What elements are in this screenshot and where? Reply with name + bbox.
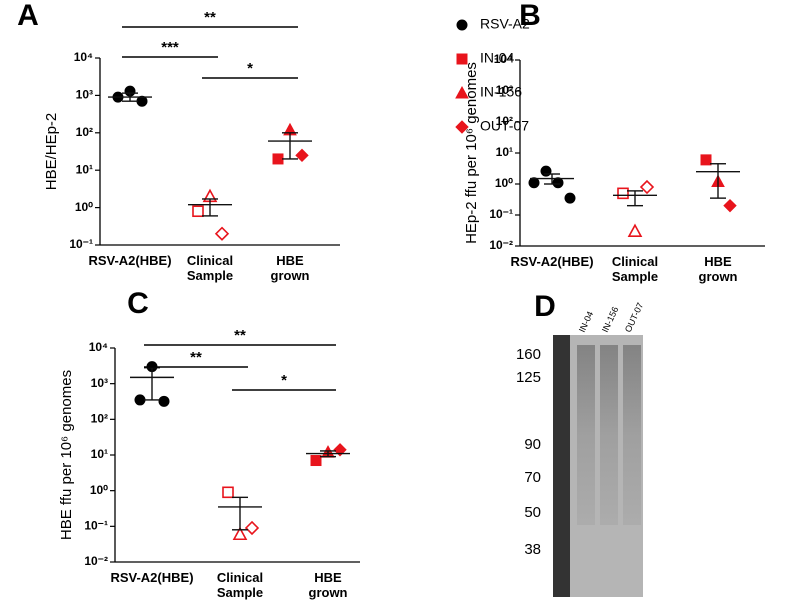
point — [455, 120, 469, 134]
y-tick-label: 10¹ — [91, 447, 108, 461]
point — [158, 395, 170, 407]
point — [222, 486, 234, 499]
y-tick-label: 10⁰ — [90, 483, 108, 497]
point — [232, 526, 248, 541]
point — [295, 148, 309, 163]
blot-lane — [600, 345, 618, 525]
y-axis-label: HEp-2 ffu per 10⁶ genomes — [463, 62, 480, 244]
point — [333, 443, 347, 457]
y-tick-label: 10² — [496, 114, 513, 128]
significance-label: ** — [190, 349, 202, 366]
lane-label: IN-04 — [577, 310, 595, 334]
point — [700, 154, 712, 166]
lane-label: OUT-07 — [623, 301, 645, 334]
x-tick-label: RSV-A2(HBE) — [110, 570, 194, 585]
y-axis-label: HBE/HEp-2 — [43, 113, 60, 191]
significance-label: * — [247, 60, 253, 77]
point — [192, 205, 204, 218]
y-tick-label: 10⁻² — [84, 554, 108, 568]
significance-label: *** — [161, 39, 179, 56]
y-tick-label: 10⁴ — [74, 50, 93, 64]
x-tick-label: Clinical Sample — [216, 570, 264, 600]
legend-label: RSV-A2 — [480, 16, 530, 32]
marker-label: 90 — [524, 436, 541, 453]
marker-label: 125 — [516, 369, 541, 386]
marker-label: 38 — [524, 541, 541, 558]
panel-letter: D — [534, 290, 556, 323]
point — [627, 223, 643, 238]
y-tick-label: 10⁻² — [489, 238, 513, 252]
point — [723, 198, 737, 213]
x-tick-label: HBE grown — [698, 254, 738, 284]
x-tick-label: RSV-A2(HBE) — [88, 253, 172, 268]
blot-lane — [623, 345, 641, 525]
y-tick-label: 10² — [91, 412, 108, 426]
marker-label: 50 — [524, 504, 541, 521]
point — [214, 226, 230, 241]
point — [552, 177, 564, 189]
lane-label: IN-156 — [600, 305, 620, 334]
panel-letter: B — [519, 0, 541, 32]
significance-label: * — [281, 372, 287, 389]
y-tick-label: 10⁻¹ — [489, 207, 513, 221]
legend-label: IN-156 — [480, 84, 522, 100]
panel-letter: A — [17, 0, 39, 32]
point — [456, 53, 468, 65]
panel-letter: C — [127, 287, 149, 320]
y-tick-label: 10⁴ — [89, 340, 108, 354]
y-tick-label: 10³ — [496, 83, 513, 97]
y-tick-label: 10⁻¹ — [69, 237, 93, 251]
point — [456, 19, 468, 31]
y-tick-label: 10⁰ — [495, 176, 513, 190]
point — [455, 85, 469, 99]
x-tick-label: Clinical Sample — [186, 253, 234, 283]
y-tick-label: 10⁴ — [494, 52, 513, 66]
ladder-lane — [553, 335, 570, 597]
blot-lane — [577, 345, 595, 525]
y-tick-label: 10³ — [76, 88, 93, 102]
y-tick-label: 10¹ — [76, 162, 93, 176]
x-tick-label: Clinical Sample — [611, 254, 659, 284]
marker-label: 160 — [516, 346, 541, 363]
y-tick-label: 10² — [76, 125, 93, 139]
y-tick-label: 10⁰ — [75, 200, 93, 214]
point — [272, 153, 284, 165]
point — [134, 394, 146, 406]
point — [617, 187, 629, 200]
marker-label: 70 — [524, 469, 541, 486]
point — [310, 455, 322, 467]
significance-label: ** — [204, 9, 216, 26]
x-tick-label: RSV-A2(HBE) — [510, 254, 594, 269]
point — [564, 192, 576, 204]
x-tick-label: HBE grown — [270, 253, 310, 283]
x-tick-label: HBE grown — [308, 570, 348, 600]
point — [528, 177, 540, 189]
y-tick-label: 10³ — [91, 376, 108, 390]
y-axis-label: HBE ffu per 10⁶ genomes — [58, 370, 75, 540]
significance-label: ** — [234, 327, 246, 344]
y-tick-label: 10⁻¹ — [84, 519, 108, 533]
legend-label: IN-04 — [480, 50, 514, 66]
point — [244, 520, 260, 536]
y-tick-label: 10¹ — [496, 145, 513, 159]
point — [639, 179, 655, 195]
